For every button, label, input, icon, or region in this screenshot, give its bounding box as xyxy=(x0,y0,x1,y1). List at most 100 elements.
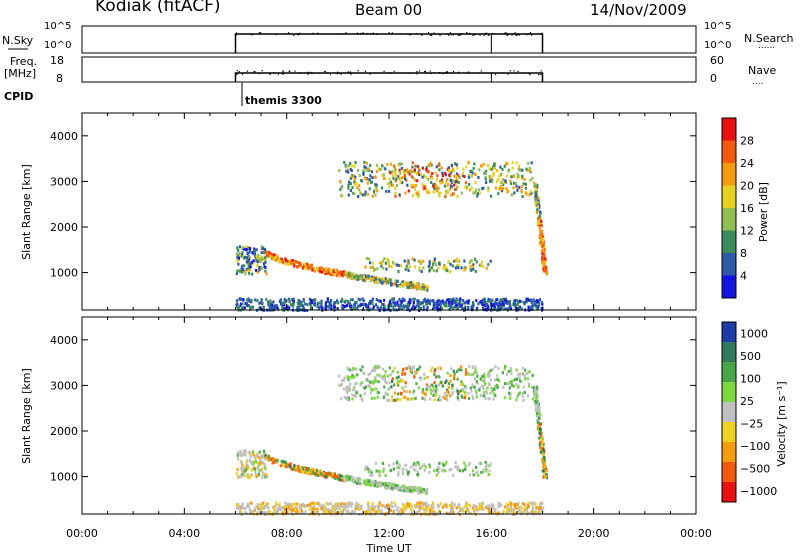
data-cell xyxy=(395,466,399,470)
data-cell xyxy=(381,281,384,285)
data-cell xyxy=(538,203,541,207)
data-cell xyxy=(482,162,485,166)
data-cell xyxy=(345,169,348,173)
data-cell xyxy=(330,509,333,513)
data-cell xyxy=(254,298,257,302)
data-cell xyxy=(463,505,466,509)
nsky-point xyxy=(506,34,508,36)
data-cell xyxy=(524,368,527,372)
data-cell xyxy=(236,453,239,457)
data-cell xyxy=(302,307,305,311)
freq-point xyxy=(513,70,515,72)
freq-point xyxy=(494,73,497,76)
data-cell xyxy=(487,372,491,376)
data-cell xyxy=(247,451,250,455)
data-cell xyxy=(412,283,415,287)
velocity-ylabel: Slant Range [km] xyxy=(20,368,33,464)
data-cell xyxy=(374,280,377,284)
data-cell xyxy=(260,510,263,514)
nsky-point xyxy=(427,32,430,34)
data-cell xyxy=(510,193,513,197)
nsky-point xyxy=(485,32,487,34)
data-cell xyxy=(522,385,525,389)
data-cell xyxy=(236,503,239,507)
data-cell xyxy=(355,391,358,395)
data-cell xyxy=(506,174,509,178)
data-cell xyxy=(364,166,367,170)
data-cell xyxy=(475,389,478,393)
data-cell xyxy=(353,192,356,196)
data-cell xyxy=(360,482,363,486)
data-cell xyxy=(495,180,499,184)
data-cell xyxy=(433,381,436,385)
data-cell xyxy=(448,468,451,472)
freq-point xyxy=(336,73,338,75)
data-cell xyxy=(454,180,457,184)
data-cell xyxy=(543,462,546,466)
colorbar-swatch xyxy=(722,322,736,343)
data-cell xyxy=(356,168,360,172)
data-cell xyxy=(246,252,249,256)
data-cell xyxy=(373,189,376,193)
data-cell xyxy=(472,304,475,308)
data-cell xyxy=(517,167,520,171)
data-cell xyxy=(528,298,531,302)
data-cell xyxy=(465,185,469,189)
data-cell xyxy=(458,503,461,507)
data-cell xyxy=(497,503,500,507)
data-cell xyxy=(421,388,425,392)
data-cell xyxy=(347,180,351,184)
data-cell xyxy=(468,188,472,192)
data-cell xyxy=(267,250,270,254)
data-cell xyxy=(374,461,377,465)
data-cell xyxy=(241,502,244,506)
data-cell xyxy=(541,457,544,461)
data-cell xyxy=(398,297,401,301)
data-cell xyxy=(332,303,336,307)
data-cell xyxy=(542,257,546,261)
colorbar-tick-label: 4 xyxy=(740,270,747,283)
data-cell xyxy=(423,508,426,512)
data-cell xyxy=(393,164,396,168)
nsky-point xyxy=(439,34,441,36)
data-cell xyxy=(390,265,393,269)
data-cell xyxy=(433,469,436,473)
data-cell xyxy=(272,300,275,304)
data-cell xyxy=(349,272,352,276)
data-cell xyxy=(534,399,537,403)
data-cell xyxy=(435,165,438,169)
data-cell xyxy=(445,304,448,308)
colorbar-tick-label: −25 xyxy=(740,417,763,430)
data-cell xyxy=(325,268,328,272)
data-cell xyxy=(534,187,537,191)
data-cell xyxy=(387,374,390,378)
data-cell xyxy=(378,373,382,377)
data-cell xyxy=(523,301,526,305)
data-cell xyxy=(235,503,238,507)
data-cell xyxy=(527,511,531,515)
data-cell xyxy=(440,166,443,170)
data-cell xyxy=(423,372,426,376)
x-axis-label: Time UT xyxy=(365,542,411,554)
data-cell xyxy=(266,502,269,506)
colorbar-swatch xyxy=(722,118,736,141)
nsearch-legend: ...... xyxy=(758,41,775,51)
data-cell xyxy=(434,304,437,308)
data-cell xyxy=(455,259,458,263)
data-cell xyxy=(484,175,487,179)
data-cell xyxy=(457,259,461,263)
data-cell xyxy=(316,507,319,511)
data-cell xyxy=(524,186,528,190)
data-cell xyxy=(329,502,333,506)
data-cell xyxy=(257,472,261,476)
data-cell xyxy=(252,452,255,456)
data-cell xyxy=(247,297,250,301)
data-cell xyxy=(487,304,490,308)
data-cell xyxy=(463,175,466,179)
data-cell xyxy=(359,383,362,387)
data-cell xyxy=(474,505,477,509)
data-cell xyxy=(248,299,251,303)
data-cell xyxy=(483,379,486,383)
data-cell xyxy=(477,175,480,179)
data-cell xyxy=(242,268,245,272)
